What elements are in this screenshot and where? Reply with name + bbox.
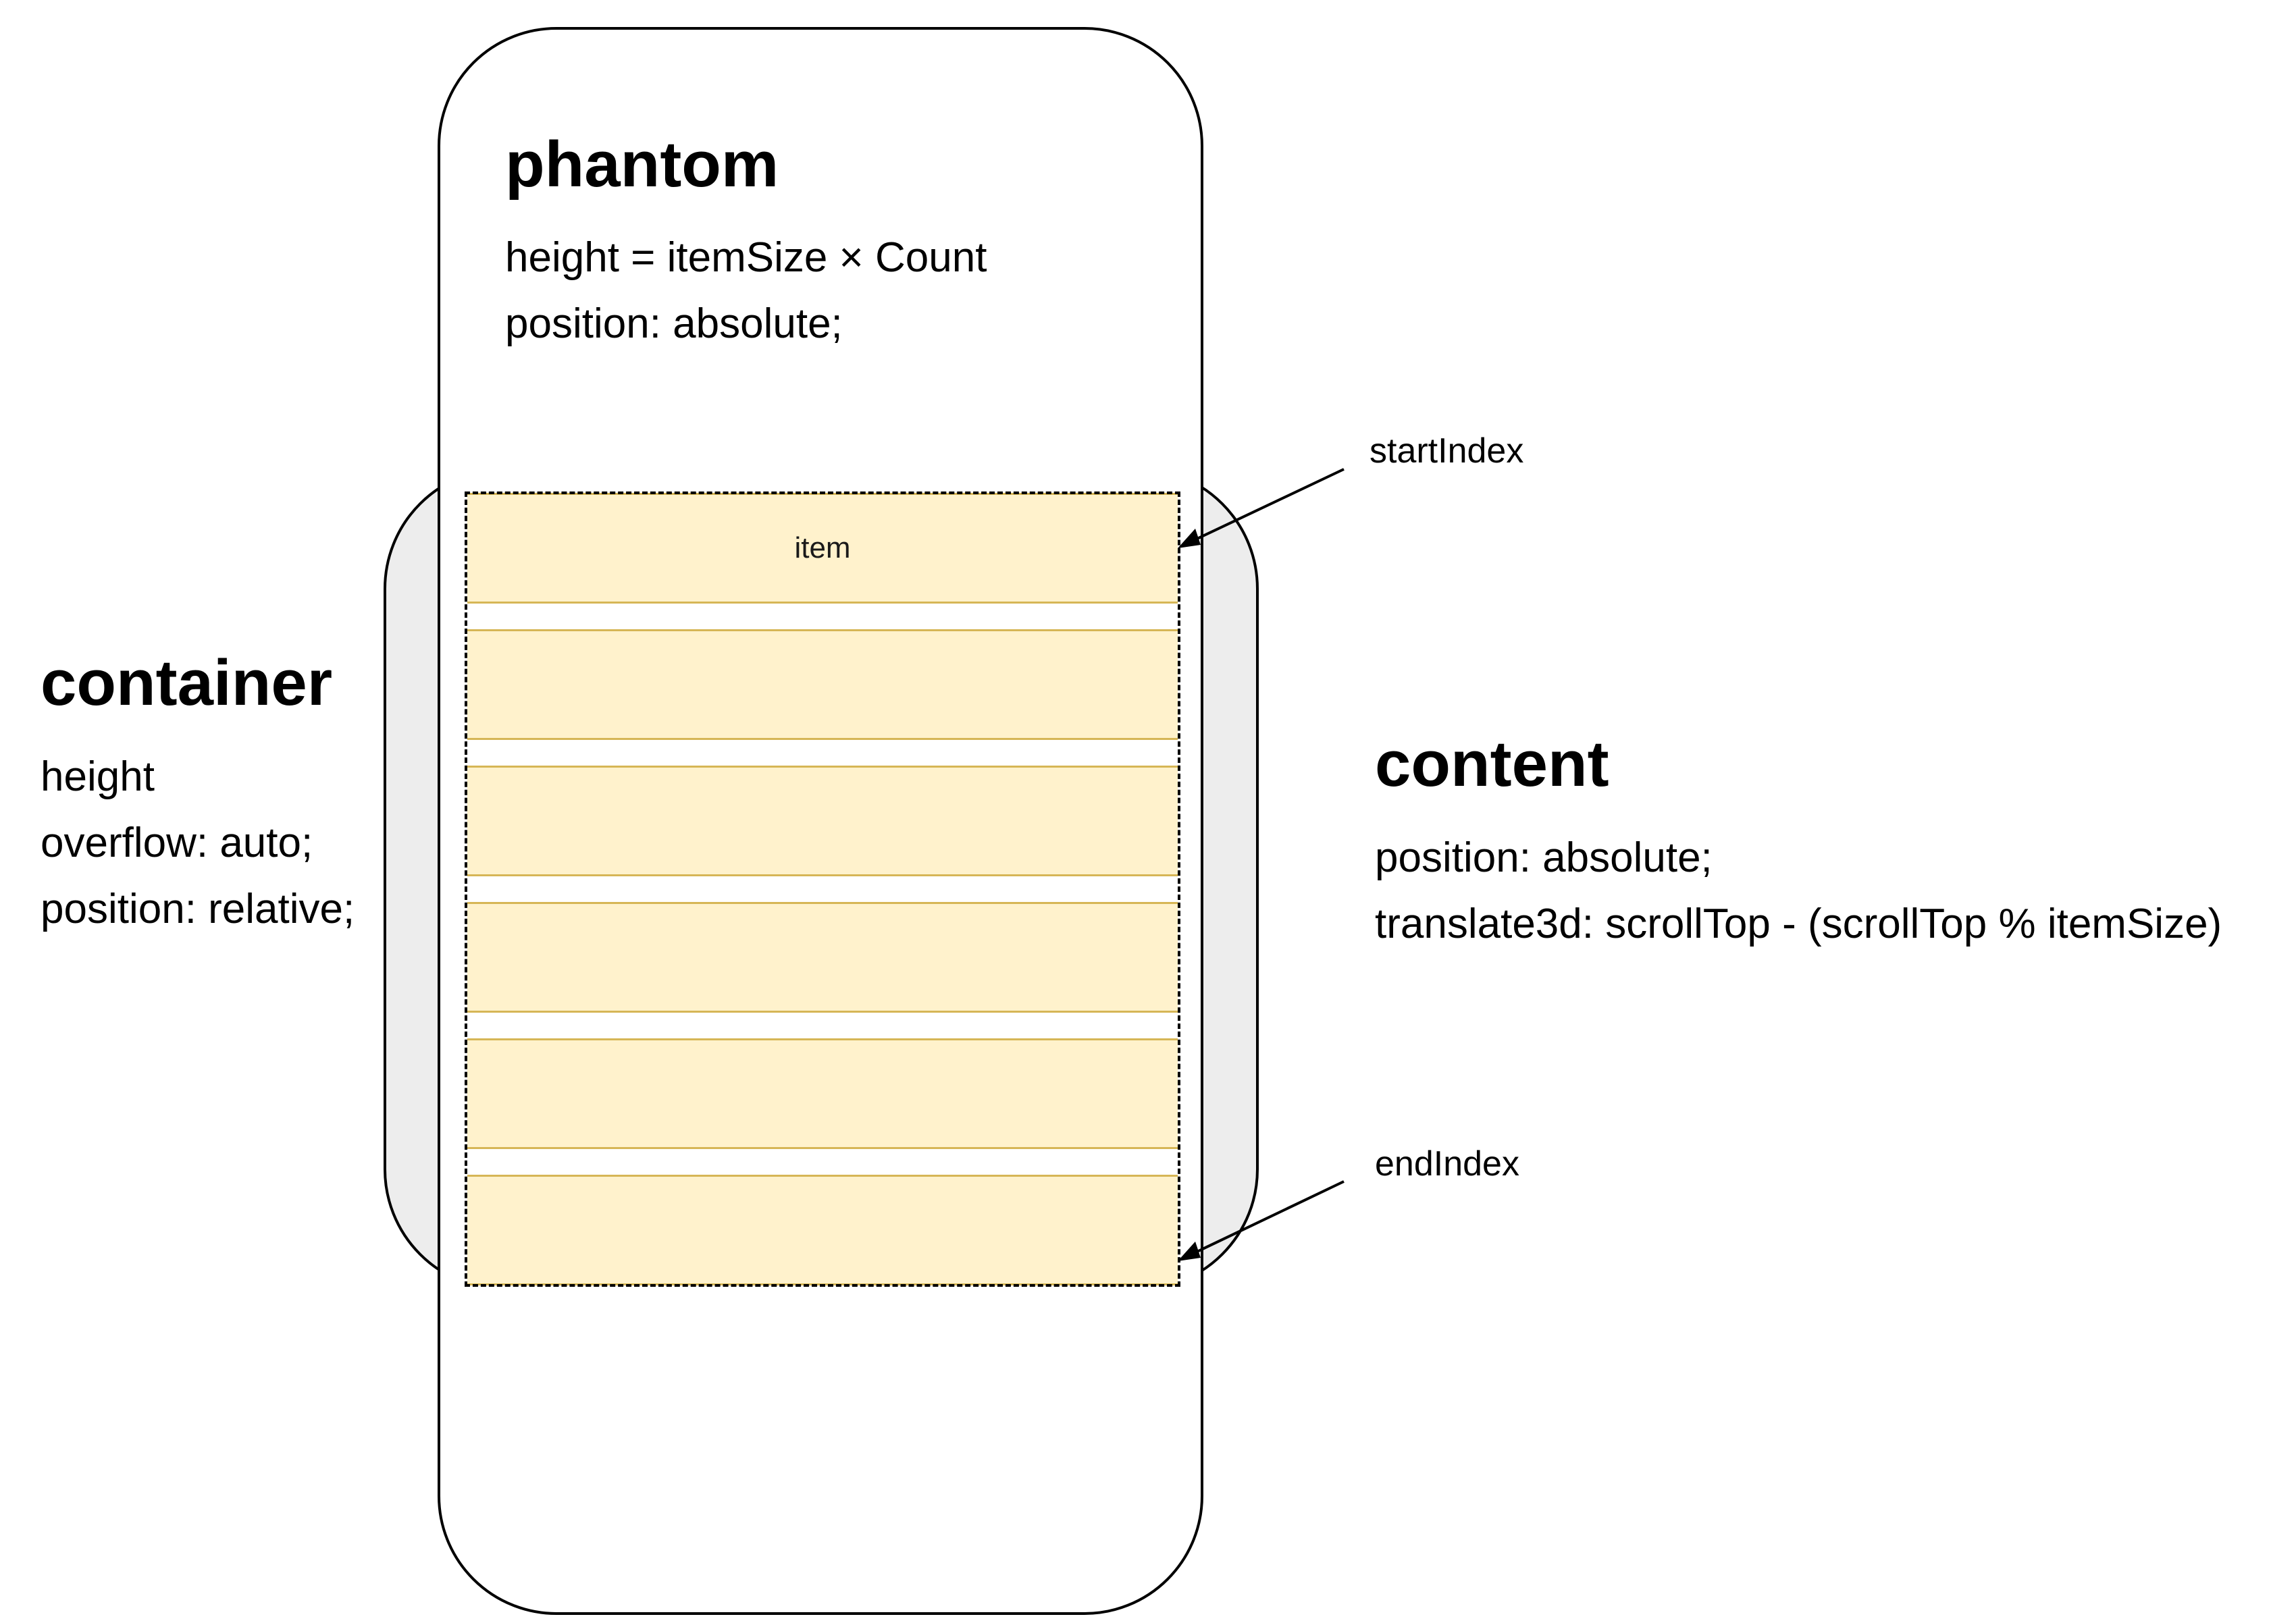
phantom-title: phantom [505,128,779,201]
content-line: translate3d: scrollTop - (scrollTop % it… [1375,901,2222,947]
container-description: height overflow: auto; position: relativ… [41,744,355,942]
end-index-label: endIndex [1375,1144,1519,1183]
item-label: item [794,531,851,564]
item-row [467,629,1178,740]
phantom-line: height = itemSize × Count [505,234,987,281]
item-row [467,766,1178,876]
content-description: position: absolute; translate3d: scrollT… [1375,825,2222,957]
item-row [467,1038,1178,1149]
content-line: position: absolute; [1375,834,1713,881]
container-line: height [41,753,155,800]
content-title: content [1375,728,1609,800]
item-row [467,902,1178,1013]
content-shape [465,491,1180,1287]
container-line: position: relative; [41,886,355,932]
phantom-line: position: absolute; [505,300,843,347]
start-index-label: startIndex [1369,431,1524,471]
item-row: item [467,493,1178,604]
phantom-description: height = itemSize × Count position: abso… [505,225,987,357]
container-title: container [41,647,333,719]
container-line: overflow: auto; [41,820,313,866]
